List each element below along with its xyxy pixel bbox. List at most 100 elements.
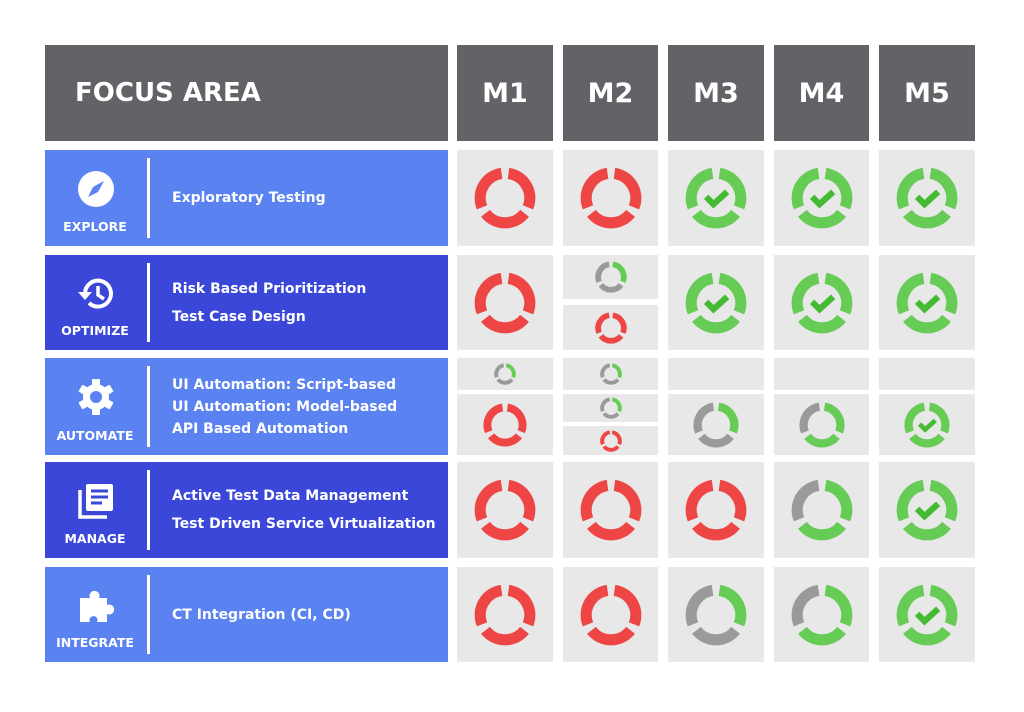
ring-segment-left [483, 403, 504, 433]
focus-area-manage: MANAGE Active Test Data Management Test Dr… [45, 462, 448, 558]
check-icon [914, 189, 941, 209]
cell-manage-m3 [668, 462, 764, 558]
practice-item: Test Driven Service Virtualization [172, 516, 436, 532]
ring-segment-bottom [602, 378, 619, 385]
puzzle-icon [75, 585, 117, 627]
ring-segment-left [904, 402, 926, 433]
cell-optimize-m3 [668, 255, 764, 350]
ring-segment-left [896, 167, 925, 210]
check-icon [703, 294, 730, 313]
maturity-ring-icon-done [896, 584, 958, 645]
ring-segment-right [929, 479, 958, 522]
ring-segment-left [896, 272, 925, 314]
maturity-ring-icon-done [791, 272, 852, 333]
practice-item: Exploratory Testing [172, 190, 326, 206]
maturity-ring-icon-1of3 [594, 261, 627, 293]
check-icon [809, 189, 835, 209]
ring-segment-right [507, 272, 536, 314]
cell-optimize-m5 [879, 255, 975, 350]
maturity-ring-icon-done [896, 167, 958, 229]
cell-manage-m2 [563, 462, 658, 558]
maturity-ring-icon-red [599, 429, 622, 452]
ring-segment-right [929, 167, 958, 210]
ring-segment-bottom [797, 521, 846, 541]
practice-list: Exploratory Testing [172, 150, 326, 246]
practice-item: CT Integration (CI, CD) [172, 606, 351, 623]
cell-automate-m5 [879, 394, 975, 455]
ring-segment-bottom [586, 521, 635, 541]
ring-segment-bottom [481, 209, 529, 229]
ring-segment-bottom [496, 378, 514, 385]
library-icon [75, 480, 117, 522]
practice-list: CT Integration (CI, CD) [172, 567, 351, 662]
cell-automate-m1 [457, 394, 553, 455]
ring-segment-left [791, 584, 820, 626]
cell-integrate-m1 [457, 567, 553, 662]
cell-automate-m4 [774, 358, 869, 390]
maturity-ring-icon-red [474, 479, 536, 541]
check-icon [914, 294, 941, 313]
focus-area-automate: AUTOMATE UI Automation: Script-based UI Au… [45, 358, 448, 455]
ring-segment-bottom [602, 444, 619, 452]
maturity-ring-icon-1of3 [494, 363, 516, 385]
ring-segment-bottom [698, 433, 734, 448]
ring-segment-right [718, 479, 747, 522]
maturity-ring-icon-red [483, 403, 527, 447]
ring-segment-left [896, 479, 925, 522]
cell-manage-m1 [457, 462, 553, 558]
maturity-ring-icon-done [685, 272, 747, 333]
ring-segment-right [929, 272, 958, 314]
practice-item: UI Automation: Script-based [172, 376, 397, 393]
ring-segment-right [929, 584, 958, 626]
ring-segment-left [594, 261, 610, 283]
ring-segment-bottom [598, 282, 623, 293]
maturity-ring-icon-2of3 [798, 402, 845, 448]
cell-integrate-m5 [879, 567, 975, 662]
cell-integrate-m3 [668, 567, 764, 662]
ring-segment-left [896, 584, 925, 626]
divider [147, 158, 150, 238]
ring-segment-left [693, 402, 715, 433]
ring-segment-left [580, 167, 609, 210]
cell-explore-m2 [563, 150, 658, 246]
ring-segment-right [507, 584, 536, 626]
focus-area-tag: INTEGRATE [56, 635, 134, 650]
ring-segment-left [685, 272, 714, 314]
cell-explore-m1 [457, 150, 553, 246]
ring-segment-left [474, 479, 503, 522]
ring-segment-bottom [692, 521, 740, 541]
maturity-ring-icon-red [580, 584, 641, 645]
cell-automate-m2 [563, 394, 658, 422]
divider [147, 470, 150, 550]
cell-integrate-m2 [563, 567, 658, 662]
divider [147, 575, 150, 654]
ring-segment-right [611, 363, 622, 379]
ring-segment-left [791, 479, 820, 522]
cell-optimize-m2 [563, 305, 658, 350]
ring-segment-bottom [692, 626, 740, 645]
ring-segment-left [685, 584, 714, 626]
ring-segment-bottom [586, 626, 635, 645]
cell-automate-m5 [879, 358, 975, 390]
check-icon [914, 501, 941, 521]
ring-segment-right [823, 272, 852, 314]
cell-optimize-m1 [457, 255, 553, 350]
cell-integrate-m4 [774, 567, 869, 662]
ring-segment-left [599, 363, 610, 379]
ring-segment-bottom [481, 521, 529, 541]
maturity-ring-icon-1of3 [693, 402, 739, 448]
compass-icon [75, 168, 117, 210]
ring-segment-right [506, 403, 527, 433]
cell-explore-m5 [879, 150, 975, 246]
maturity-ring-icon-done [896, 479, 958, 541]
maturity-ring-icon-red [580, 167, 641, 229]
check-icon [703, 189, 730, 209]
practice-list: UI Automation: Script-based UI Automation… [172, 358, 397, 455]
maturity-ring-icon-red [474, 167, 536, 229]
ring-segment-left [599, 429, 610, 445]
ring-segment-bottom [481, 314, 529, 333]
ring-segment-bottom [797, 626, 846, 645]
practice-item: Risk Based Prioritization [172, 280, 367, 297]
maturity-ring-icon-done [904, 402, 950, 448]
ring-segment-bottom [598, 333, 623, 344]
